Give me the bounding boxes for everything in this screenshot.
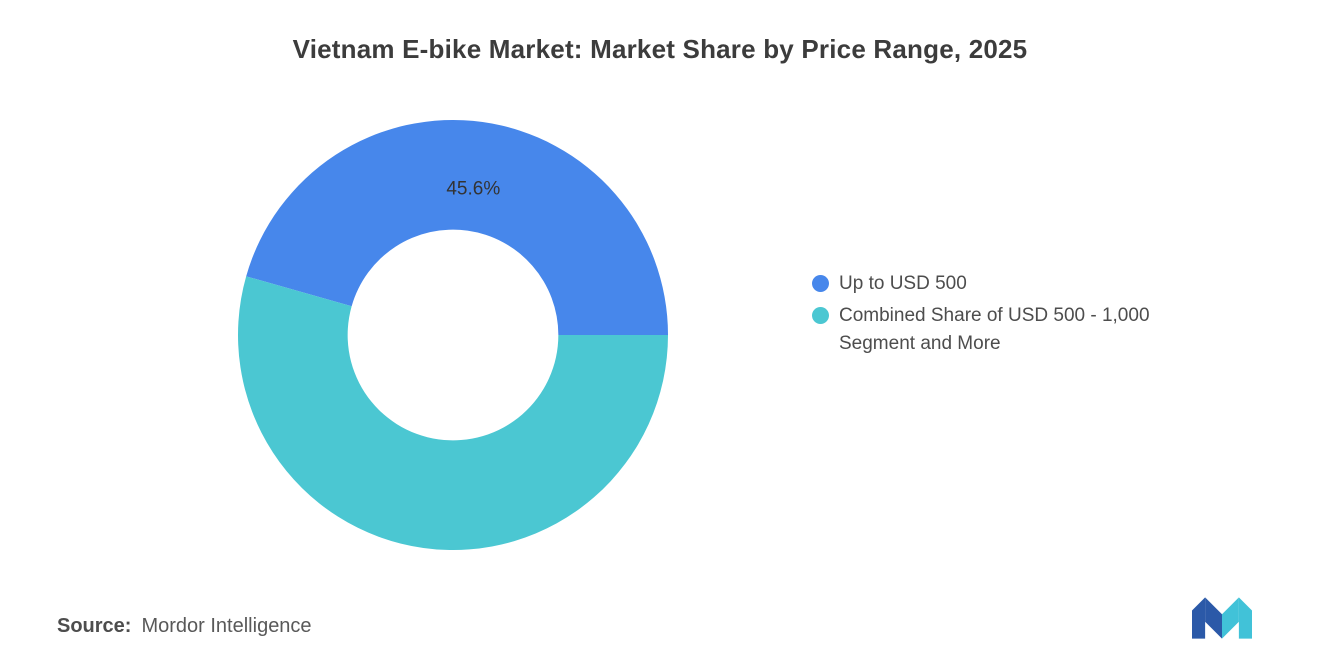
donut-chart: 45.6% [238, 120, 668, 550]
source-line: Source: Mordor Intelligence [57, 615, 312, 638]
legend-dot-circle [812, 275, 829, 292]
donut-chart-svg: 45.6% [238, 120, 668, 550]
legend-dot-icon [812, 307, 829, 324]
legend-label: Combined Share of USD 500 - 1,000 Segmen… [839, 305, 1150, 354]
legend-dot-circle [812, 307, 829, 324]
chart-title: Vietnam E-bike Market: Market Share by P… [292, 34, 1028, 64]
chart-legend: Up to USD 500 Combined Share of USD 500 … [812, 270, 1209, 358]
legend-item-up-to-usd-500[interactable]: Up to USD 500 [812, 270, 1209, 298]
slice-data-label: 45.6% [446, 179, 500, 200]
legend-label: Up to USD 500 [839, 273, 967, 294]
donut-slice-combined-share-of-usd-500-1-000-segment-and-more[interactable] [238, 276, 668, 550]
legend-dot-icon [812, 275, 829, 292]
donut-slice-up-to-usd-500[interactable] [246, 120, 668, 335]
source-label: Source: [57, 615, 132, 637]
legend-item-combined-share[interactable]: Combined Share of USD 500 - 1,000 Segmen… [812, 302, 1209, 358]
mordor-logo-icon [1192, 597, 1252, 639]
source-value: Mordor Intelligence [141, 615, 312, 637]
